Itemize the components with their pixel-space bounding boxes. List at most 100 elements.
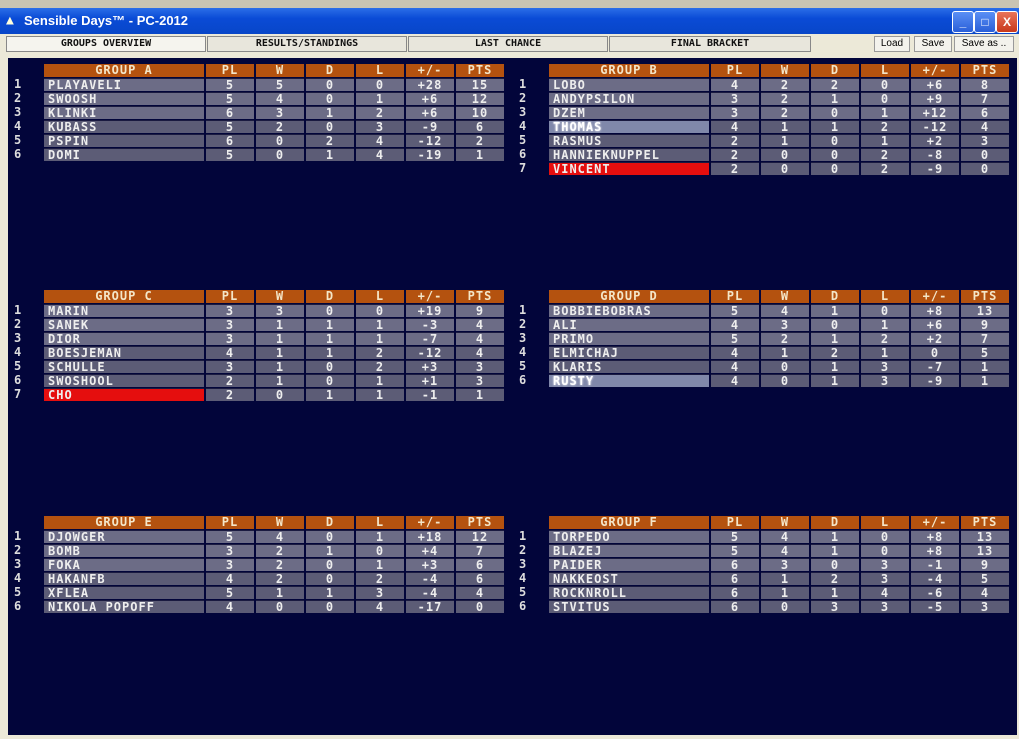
standings-row[interactable]: 6 DOMI 5 0 1 4 -19 1 bbox=[10, 147, 510, 162]
stat-d: 1 bbox=[811, 586, 859, 600]
standings-row[interactable]: 2 SWOOSH 5 4 0 1 +6 12 bbox=[10, 92, 510, 106]
group-panel: GROUP D PL W D L +/- PTS 1 BOBBIEBOBRAS 5 4 1 0 +8 13 2… bbox=[515, 290, 1015, 510]
standings-row[interactable]: 1 MARIN 3 3 0 0 +19 9 bbox=[10, 304, 510, 318]
stat-l: 3 bbox=[861, 600, 909, 614]
stat-d: 1 bbox=[811, 304, 859, 318]
standings-row[interactable]: 6 HANNIEKNUPPEL 2 0 0 2 -8 0 bbox=[515, 148, 1015, 162]
stat-gd: -12 bbox=[911, 120, 959, 134]
standings-row[interactable]: 1 BOBBIEBOBRAS 5 4 1 0 +8 13 bbox=[515, 304, 1015, 318]
tab-last-chance[interactable]: LAST CHANCE bbox=[408, 36, 608, 52]
stat-pl: 4 bbox=[711, 120, 759, 134]
stat-pl: 2 bbox=[711, 148, 759, 162]
stat-gd: -7 bbox=[406, 332, 454, 346]
rank-number: 4 bbox=[519, 571, 528, 585]
column-header-lost: L bbox=[356, 516, 404, 529]
stat-gd: +2 bbox=[911, 332, 959, 346]
standings-row[interactable]: 6 RUSTY 4 0 1 3 -9 1 bbox=[515, 374, 1015, 388]
standings-row[interactable]: 3 PRIMO 5 2 1 2 +2 7 bbox=[515, 331, 1015, 346]
standings-row[interactable]: 4 KUBASS 5 2 0 3 -9 6 bbox=[10, 120, 510, 134]
title-bar: ▲ Sensible Days™ - PC-2012 _ □ X bbox=[0, 8, 1019, 34]
save-as-button[interactable]: Save as .. bbox=[954, 36, 1014, 52]
stat-pl: 4 bbox=[711, 374, 759, 388]
standings-row[interactable]: 2 ALI 4 3 0 1 +6 9 bbox=[515, 318, 1015, 332]
rank-number: 1 bbox=[14, 77, 23, 91]
standings-row[interactable]: 5 ROCKNROLL 6 1 1 4 -6 4 bbox=[515, 586, 1015, 600]
standings-row[interactable]: 6 SWOSHOOL 2 1 0 1 +1 3 bbox=[10, 374, 510, 388]
standings-row[interactable]: 3 DIOR 3 1 1 1 -7 4 bbox=[10, 332, 510, 346]
load-button[interactable]: Load bbox=[874, 36, 910, 52]
tab-groups-overview[interactable]: GROUPS OVERVIEW bbox=[6, 36, 206, 52]
minimize-button[interactable]: _ bbox=[952, 11, 974, 33]
column-header-won: W bbox=[256, 516, 304, 529]
stat-d: 2 bbox=[306, 134, 354, 148]
app-icon: ▲ bbox=[6, 13, 14, 28]
stat-pts: 5 bbox=[961, 572, 1009, 586]
standings-row[interactable]: 2 ANDYPSILON 3 2 1 0 +9 7 bbox=[515, 92, 1015, 106]
maximize-button[interactable]: □ bbox=[974, 11, 996, 33]
standings-row[interactable]: 4 NAKKEOST 6 1 2 3 -4 5 bbox=[515, 571, 1015, 586]
stat-l: 2 bbox=[356, 346, 404, 360]
stat-d: 0 bbox=[306, 120, 354, 134]
standings-row[interactable]: 1 TORPEDO 5 4 1 0 +8 13 bbox=[515, 530, 1015, 544]
close-button[interactable]: X bbox=[996, 11, 1018, 33]
rank-number: 3 bbox=[519, 331, 528, 345]
rank-number: 3 bbox=[14, 105, 23, 119]
standings-row[interactable]: 1 LOBO 4 2 2 0 +6 8 bbox=[515, 78, 1015, 92]
standings-row[interactable]: 5 SCHULLE 3 1 0 2 +3 3 bbox=[10, 359, 510, 374]
standings-row[interactable]: 4 BOESJEMAN 4 1 1 2 -12 4 bbox=[10, 346, 510, 360]
save-button[interactable]: Save bbox=[914, 36, 952, 52]
standings-row[interactable]: 4 THOMAS 4 1 1 2 -12 4 bbox=[515, 119, 1015, 134]
tab-final-bracket[interactable]: FINAL BRACKET bbox=[609, 36, 811, 52]
groups-overview: GROUP A PL W D L +/- PTS 1 PLAYAVELI 5 5 0 0 +28 15 2 SW… bbox=[8, 58, 1017, 735]
standings-row[interactable]: 3 FOKA 3 2 0 1 +3 6 bbox=[10, 558, 510, 572]
column-header-drawn: D bbox=[811, 290, 859, 303]
standings-row[interactable]: 1 PLAYAVELI 5 5 0 0 +28 15 bbox=[10, 77, 510, 92]
standings-row[interactable]: 1 DJOWGER 5 4 0 1 +18 12 bbox=[10, 530, 510, 544]
standings-row[interactable]: 3 DZEM 3 2 0 1 +12 6 bbox=[515, 106, 1015, 120]
stat-gd: +4 bbox=[406, 544, 454, 558]
stat-l: 0 bbox=[861, 530, 909, 544]
standings-row[interactable]: 7 CHO 2 0 1 1 -1 1 bbox=[10, 388, 510, 402]
rank-number: 6 bbox=[519, 599, 528, 613]
column-header-won: W bbox=[761, 64, 809, 77]
stat-d: 1 bbox=[811, 360, 859, 374]
standings-row[interactable]: 6 STVITUS 6 0 3 3 -5 3 bbox=[515, 599, 1015, 614]
rank-number: 6 bbox=[14, 147, 23, 161]
stat-w: 0 bbox=[761, 162, 809, 176]
standings-row[interactable]: 2 SANEK 3 1 1 1 -3 4 bbox=[10, 318, 510, 332]
standings-row[interactable]: 6 NIKOLA POPOFF 4 0 0 4 -17 0 bbox=[10, 600, 510, 614]
stat-pl: 3 bbox=[711, 106, 759, 120]
standings-row[interactable]: 7 VINCENT 2 0 0 2 -9 0 bbox=[515, 162, 1015, 176]
stat-w: 3 bbox=[761, 558, 809, 572]
standings-row[interactable]: 5 RASMUS 2 1 0 1 +2 3 bbox=[515, 134, 1015, 148]
tab-results-standings[interactable]: RESULTS/STANDINGS bbox=[207, 36, 407, 52]
stat-w: 2 bbox=[256, 572, 304, 586]
stat-pts: 13 bbox=[961, 304, 1009, 318]
standings-row[interactable]: 5 KLARIS 4 0 1 3 -7 1 bbox=[515, 360, 1015, 374]
column-header-played: PL bbox=[206, 290, 254, 303]
stat-gd: +6 bbox=[406, 92, 454, 106]
rank-number: 5 bbox=[14, 359, 23, 373]
stat-l: 1 bbox=[356, 388, 404, 402]
column-header-lost: L bbox=[861, 516, 909, 529]
player-name: DOMI bbox=[44, 148, 204, 162]
standings-row[interactable]: 4 ELMICHAJ 4 1 2 1 0 5 bbox=[515, 346, 1015, 360]
rank-number: 4 bbox=[519, 119, 528, 133]
standings-row[interactable]: 3 KLINKI 6 3 1 2 +6 10 bbox=[10, 105, 510, 120]
standings-row[interactable]: 2 BLAZEJ 5 4 1 0 +8 13 bbox=[515, 544, 1015, 558]
column-header-goal-diff: +/- bbox=[406, 290, 454, 303]
standings-row[interactable]: 4 HAKANFB 4 2 0 2 -4 6 bbox=[10, 571, 510, 586]
group-title: GROUP A bbox=[44, 64, 204, 77]
player-name: SCHULLE bbox=[44, 360, 204, 374]
standings-row[interactable]: 3 PAIDER 6 3 0 3 -1 9 bbox=[515, 558, 1015, 572]
stat-pts: 13 bbox=[961, 544, 1009, 558]
stat-d: 0 bbox=[306, 360, 354, 374]
rank-number: 4 bbox=[14, 571, 23, 585]
stat-w: 1 bbox=[761, 120, 809, 134]
stat-d: 1 bbox=[811, 332, 859, 346]
stat-l: 4 bbox=[356, 148, 404, 162]
standings-row[interactable]: 2 BOMB 3 2 1 0 +4 7 bbox=[10, 544, 510, 558]
group-header: GROUP A PL W D L +/- PTS bbox=[10, 64, 510, 77]
standings-row[interactable]: 5 PSPIN 6 0 2 4 -12 2 bbox=[10, 134, 510, 148]
standings-row[interactable]: 5 XFLEA 5 1 1 3 -4 4 bbox=[10, 586, 510, 600]
